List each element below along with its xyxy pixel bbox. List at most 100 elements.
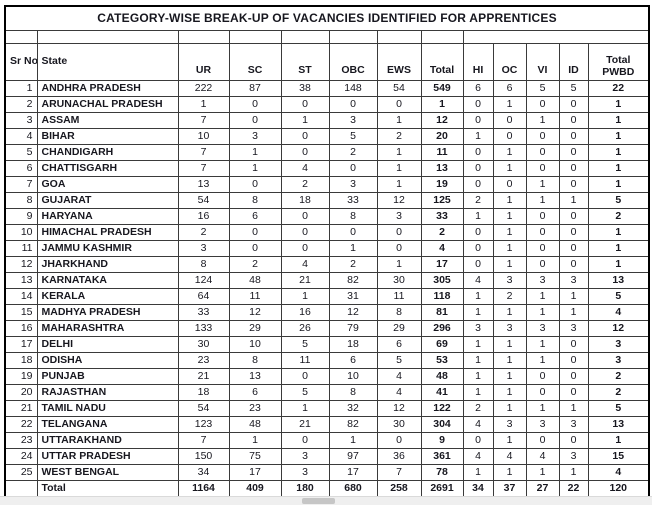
cell-state: GOA xyxy=(36,176,179,193)
cell-total-pwbd: 1 xyxy=(587,112,650,129)
cell-sr-no: 5 xyxy=(4,144,38,161)
table-row: 25 WEST BENGAL 34 17 3 17 7 78 1 1 1 1 4 xyxy=(4,464,650,481)
cell-sr-no: 10 xyxy=(4,224,38,241)
cell-vi: 0 xyxy=(525,144,560,161)
cell-oc: 1 xyxy=(492,464,527,481)
cell-total-pwbd: 13 xyxy=(587,416,650,433)
cell-ur: 123 xyxy=(177,416,230,433)
horizontal-scrollbar[interactable] xyxy=(0,496,652,505)
cell-sr-no: 16 xyxy=(4,320,38,337)
cell-ur: 23 xyxy=(177,352,230,369)
cell-id: 3 xyxy=(558,448,589,465)
cell-sc: 6 xyxy=(228,384,282,401)
cell-st: 1 xyxy=(280,400,330,417)
cell-ur: 1 xyxy=(177,96,230,113)
cell-sc: 23 xyxy=(228,400,282,417)
cell-total: 53 xyxy=(420,352,464,369)
spacer-cell xyxy=(280,30,330,44)
cell-ews: 1 xyxy=(376,160,422,177)
cell-state: CHATTISGARH xyxy=(36,160,179,177)
cell-oc: 0 xyxy=(492,112,527,129)
cell-vi: 1 xyxy=(525,176,560,193)
table-row: 9 HARYANA 16 6 0 8 3 33 1 1 0 0 2 xyxy=(4,208,650,225)
cell-ur: 2 xyxy=(177,224,230,241)
cell-sr-no: 11 xyxy=(4,240,38,257)
cell-oc: 1 xyxy=(492,384,527,401)
cell-st: 0 xyxy=(280,432,330,449)
cell-total: 78 xyxy=(420,464,464,481)
cell-vi: 3 xyxy=(525,416,560,433)
cell-obc: 97 xyxy=(328,448,378,465)
cell-obc: 79 xyxy=(328,320,378,337)
cell-id: 3 xyxy=(558,272,589,289)
table-row: 22 TELANGANA 123 48 21 82 30 304 4 3 3 3 13 xyxy=(4,416,650,433)
cell-sc: 8 xyxy=(228,352,282,369)
cell-oc: 0 xyxy=(492,176,527,193)
scrollbar-thumb[interactable] xyxy=(302,498,335,504)
cell-total-pwbd: 1 xyxy=(587,224,650,241)
cell-total-pwbd: 4 xyxy=(587,304,650,321)
column-header-total-pwbd: Total PWBD xyxy=(587,43,650,81)
cell-state: BIHAR xyxy=(36,128,179,145)
spacer-row xyxy=(4,30,650,44)
cell-total-pwbd: 1 xyxy=(587,256,650,273)
spacer-cell xyxy=(177,30,230,44)
cell-total-pwbd: 4 xyxy=(587,464,650,481)
cell-ews: 1 xyxy=(376,112,422,129)
cell-total: 48 xyxy=(420,368,464,385)
cell-ur: 133 xyxy=(177,320,230,337)
cell-oc: 6 xyxy=(492,80,527,97)
cell-id: 0 xyxy=(558,128,589,145)
cell-oc: 3 xyxy=(492,416,527,433)
cell-ews: 8 xyxy=(376,304,422,321)
cell-vi: 0 xyxy=(525,224,560,241)
cell-total-pwbd: 1 xyxy=(587,144,650,161)
cell-st: 16 xyxy=(280,304,330,321)
cell-vi: 1 xyxy=(525,288,560,305)
cell-total: 361 xyxy=(420,448,464,465)
column-header-st: ST xyxy=(280,43,330,81)
cell-vi: 4 xyxy=(525,448,560,465)
cell-vi: 0 xyxy=(525,160,560,177)
cell-sc: 11 xyxy=(228,288,282,305)
cell-sr-no: 3 xyxy=(4,112,38,129)
cell-ews: 7 xyxy=(376,464,422,481)
cell-oc: 1 xyxy=(492,208,527,225)
cell-id: 0 xyxy=(558,432,589,449)
cell-total: 17 xyxy=(420,256,464,273)
cell-state: ODISHA xyxy=(36,352,179,369)
cell-sr-no: 17 xyxy=(4,336,38,353)
table-row: 15 MADHYA PRADESH 33 12 16 12 8 81 1 1 1 1 4 xyxy=(4,304,650,321)
cell-hi: 4 xyxy=(462,416,494,433)
cell-ews: 54 xyxy=(376,80,422,97)
cell-sc: 29 xyxy=(228,320,282,337)
cell-oc: 3 xyxy=(492,320,527,337)
column-header-total: Total xyxy=(420,43,464,81)
cell-sr-no: 12 xyxy=(4,256,38,273)
cell-st: 0 xyxy=(280,208,330,225)
table-row: 23 UTTARAKHAND 7 1 0 1 0 9 0 1 0 0 1 xyxy=(4,432,650,449)
cell-hi: 0 xyxy=(462,432,494,449)
cell-id: 5 xyxy=(558,80,589,97)
cell-ur: 124 xyxy=(177,272,230,289)
cell-obc: 8 xyxy=(328,384,378,401)
cell-st: 5 xyxy=(280,384,330,401)
cell-sc: 13 xyxy=(228,368,282,385)
cell-ur: 10 xyxy=(177,128,230,145)
cell-id: 0 xyxy=(558,96,589,113)
cell-total: 12 xyxy=(420,112,464,129)
cell-vi: 27 xyxy=(525,480,560,498)
cell-hi: 1 xyxy=(462,304,494,321)
cell-obc: 1 xyxy=(328,432,378,449)
cell-state: JAMMU KASHMIR xyxy=(36,240,179,257)
cell-st: 38 xyxy=(280,80,330,97)
cell-ur: 7 xyxy=(177,432,230,449)
cell-oc: 1 xyxy=(492,304,527,321)
cell-oc: 37 xyxy=(492,480,527,498)
cell-total-pwbd: 3 xyxy=(587,336,650,353)
cell-id: 3 xyxy=(558,416,589,433)
cell-oc: 1 xyxy=(492,192,527,209)
cell-id: 1 xyxy=(558,304,589,321)
cell-st: 21 xyxy=(280,272,330,289)
cell-st: 4 xyxy=(280,160,330,177)
